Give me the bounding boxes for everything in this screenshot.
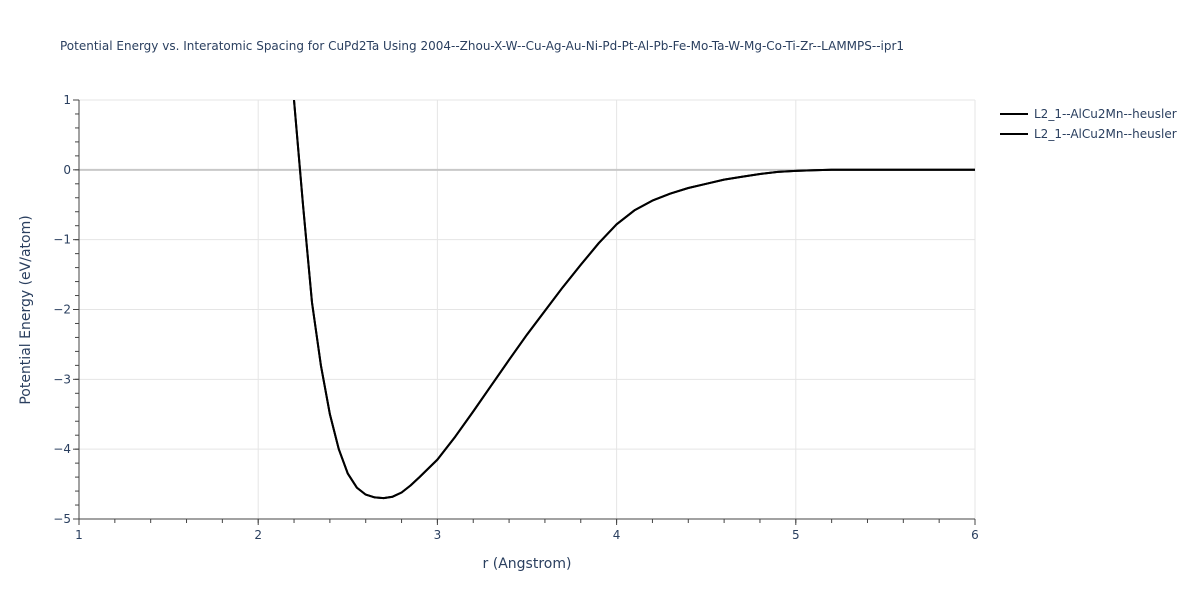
x-tick-label: 5 bbox=[792, 528, 800, 542]
x-tick-label: 2 bbox=[254, 528, 262, 542]
series-line-2 bbox=[293, 100, 975, 500]
y-tick-label: −5 bbox=[53, 512, 71, 526]
legend-label: L2_1--AlCu2Mn--heusler bbox=[1034, 127, 1177, 141]
series-line-1 bbox=[293, 100, 975, 500]
x-tick-label: 1 bbox=[75, 528, 83, 542]
grid bbox=[79, 99, 976, 520]
y-tick-label: −3 bbox=[53, 372, 71, 386]
y-tick-label: −4 bbox=[53, 442, 71, 456]
x-ticks: 1 2 3 4 5 6 bbox=[75, 519, 979, 542]
y-tick-label: −2 bbox=[53, 303, 71, 317]
legend-label: L2_1--AlCu2Mn--heusler bbox=[1034, 107, 1177, 121]
y-ticks: −5 −4 −3 −2 −1 0 1 bbox=[53, 93, 79, 526]
chart-title: Potential Energy vs. Interatomic Spacing… bbox=[60, 39, 904, 53]
x-tick-label: 3 bbox=[434, 528, 442, 542]
x-tick-label: 6 bbox=[971, 528, 979, 542]
series-layer bbox=[293, 100, 975, 500]
y-axis-title: Potential Energy (eV/atom) bbox=[18, 215, 34, 404]
legend-item-2[interactable]: L2_1--AlCu2Mn--heusler bbox=[1000, 127, 1177, 141]
legend[interactable]: L2_1--AlCu2Mn--heusler L2_1--AlCu2Mn--heu… bbox=[1000, 107, 1177, 141]
y-tick-label: 0 bbox=[63, 163, 71, 177]
x-tick-label: 4 bbox=[613, 528, 621, 542]
legend-item-1[interactable]: L2_1--AlCu2Mn--heusler bbox=[1000, 107, 1177, 121]
y-tick-label: 1 bbox=[63, 93, 71, 107]
y-tick-label: −1 bbox=[53, 233, 71, 247]
x-axis-title: r (Angstrom) bbox=[483, 556, 572, 572]
